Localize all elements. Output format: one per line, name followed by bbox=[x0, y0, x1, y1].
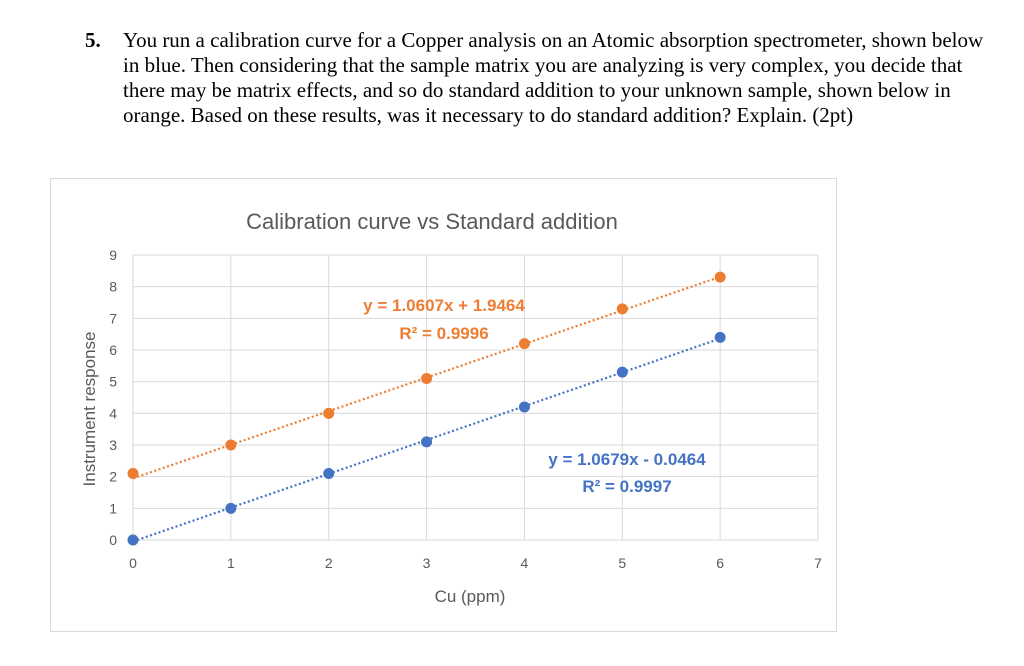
y-tick-label: 8 bbox=[109, 279, 117, 295]
chart-container: 0 1 2 3 4 5 6 7 0 1 2 3 4 5 6 7 8 9 Calibration curve vs … bbox=[50, 178, 837, 632]
data-point-series-1 bbox=[616, 303, 628, 315]
y-tick-label: 5 bbox=[109, 374, 117, 390]
question-number: 5. bbox=[85, 28, 101, 52]
chart-title: Calibration curve vs Standard addition bbox=[246, 209, 618, 234]
orange-r2-label: R² = 0.9996 bbox=[399, 324, 488, 343]
y-tick-label: 7 bbox=[109, 310, 117, 326]
data-point-series-1 bbox=[127, 468, 139, 479]
y-axis-label: Instrument response bbox=[80, 332, 99, 487]
y-tick-label: 9 bbox=[109, 247, 117, 263]
x-tick-label: 5 bbox=[618, 555, 626, 571]
x-tick-label: 3 bbox=[423, 555, 431, 571]
y-tick-label: 0 bbox=[109, 532, 117, 548]
calibration-chart: 0 1 2 3 4 5 6 7 0 1 2 3 4 5 6 7 8 9 Calibration curve vs … bbox=[80, 209, 822, 606]
y-tick-label: 3 bbox=[109, 437, 117, 453]
x-tick-label: 2 bbox=[325, 555, 333, 571]
data-point-series-0 bbox=[518, 401, 530, 413]
data-point-series-0 bbox=[323, 468, 335, 479]
y-tick-label: 1 bbox=[109, 500, 117, 516]
data-point-series-0 bbox=[127, 534, 139, 546]
orange-equation-label: y = 1.0607x + 1.9464 bbox=[363, 296, 525, 315]
data-point-series-1 bbox=[323, 407, 335, 419]
data-point-series-1 bbox=[714, 271, 726, 283]
grid bbox=[132, 254, 819, 541]
blue-equation-label: y = 1.0679x - 0.0464 bbox=[548, 450, 706, 469]
x-tick-label: 7 bbox=[814, 555, 822, 571]
y-tick-label: 2 bbox=[109, 469, 117, 485]
blue-r2-label: R² = 0.9997 bbox=[582, 477, 671, 496]
x-tick-label: 4 bbox=[521, 555, 529, 571]
y-tick-label: 4 bbox=[109, 405, 117, 421]
x-tick-label: 0 bbox=[129, 555, 137, 571]
data-point-series-0 bbox=[225, 502, 237, 514]
data-point-series-0 bbox=[421, 436, 433, 448]
data-point-series-1 bbox=[225, 439, 237, 451]
x-tick-label: 6 bbox=[716, 555, 724, 571]
x-tick-label: 1 bbox=[227, 555, 235, 571]
question-text: You run a calibration curve for a Copper… bbox=[123, 28, 984, 127]
data-point-series-1 bbox=[421, 373, 433, 384]
data-point-series-0 bbox=[714, 331, 726, 343]
y-tick-label: 6 bbox=[109, 342, 117, 358]
data-point-series-0 bbox=[616, 366, 628, 378]
data-points bbox=[127, 271, 726, 546]
tick-labels: 0 1 2 3 4 5 6 7 0 1 2 3 4 5 6 7 8 9 bbox=[109, 247, 822, 571]
x-axis-label: Cu (ppm) bbox=[435, 587, 506, 606]
data-point-series-1 bbox=[518, 338, 530, 350]
